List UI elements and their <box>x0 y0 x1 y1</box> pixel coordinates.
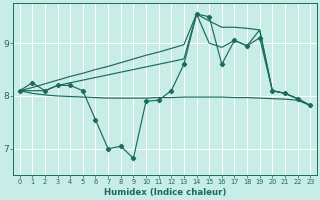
X-axis label: Humidex (Indice chaleur): Humidex (Indice chaleur) <box>104 188 226 197</box>
